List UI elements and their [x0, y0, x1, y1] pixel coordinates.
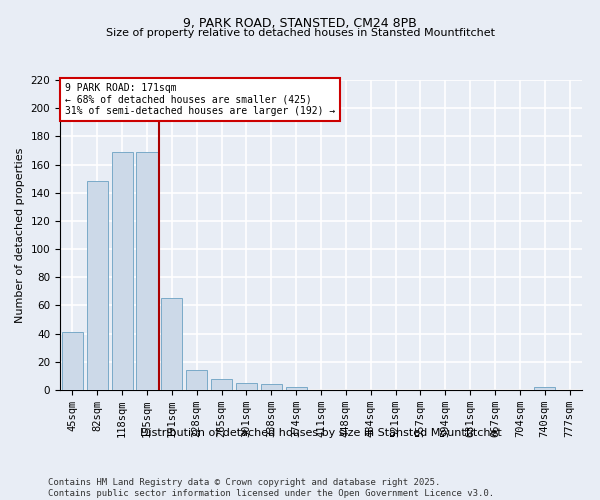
Bar: [236, 383, 257, 390]
Bar: [62, 332, 83, 390]
Bar: [186, 370, 207, 390]
Text: Contains HM Land Registry data © Crown copyright and database right 2025.
Contai: Contains HM Land Registry data © Crown c…: [48, 478, 494, 498]
Text: Size of property relative to detached houses in Stansted Mountfitchet: Size of property relative to detached ho…: [106, 28, 494, 38]
Bar: [112, 152, 133, 390]
Bar: [161, 298, 182, 390]
Y-axis label: Number of detached properties: Number of detached properties: [15, 148, 25, 322]
Text: 9 PARK ROAD: 171sqm
← 68% of detached houses are smaller (425)
31% of semi-detac: 9 PARK ROAD: 171sqm ← 68% of detached ho…: [65, 83, 335, 116]
Bar: [87, 182, 108, 390]
Bar: [534, 387, 555, 390]
Text: Distribution of detached houses by size in Stansted Mountfitchet: Distribution of detached houses by size …: [140, 428, 502, 438]
Bar: [261, 384, 282, 390]
Bar: [211, 378, 232, 390]
Text: 9, PARK ROAD, STANSTED, CM24 8PB: 9, PARK ROAD, STANSTED, CM24 8PB: [183, 18, 417, 30]
Bar: [286, 387, 307, 390]
Bar: [136, 152, 158, 390]
